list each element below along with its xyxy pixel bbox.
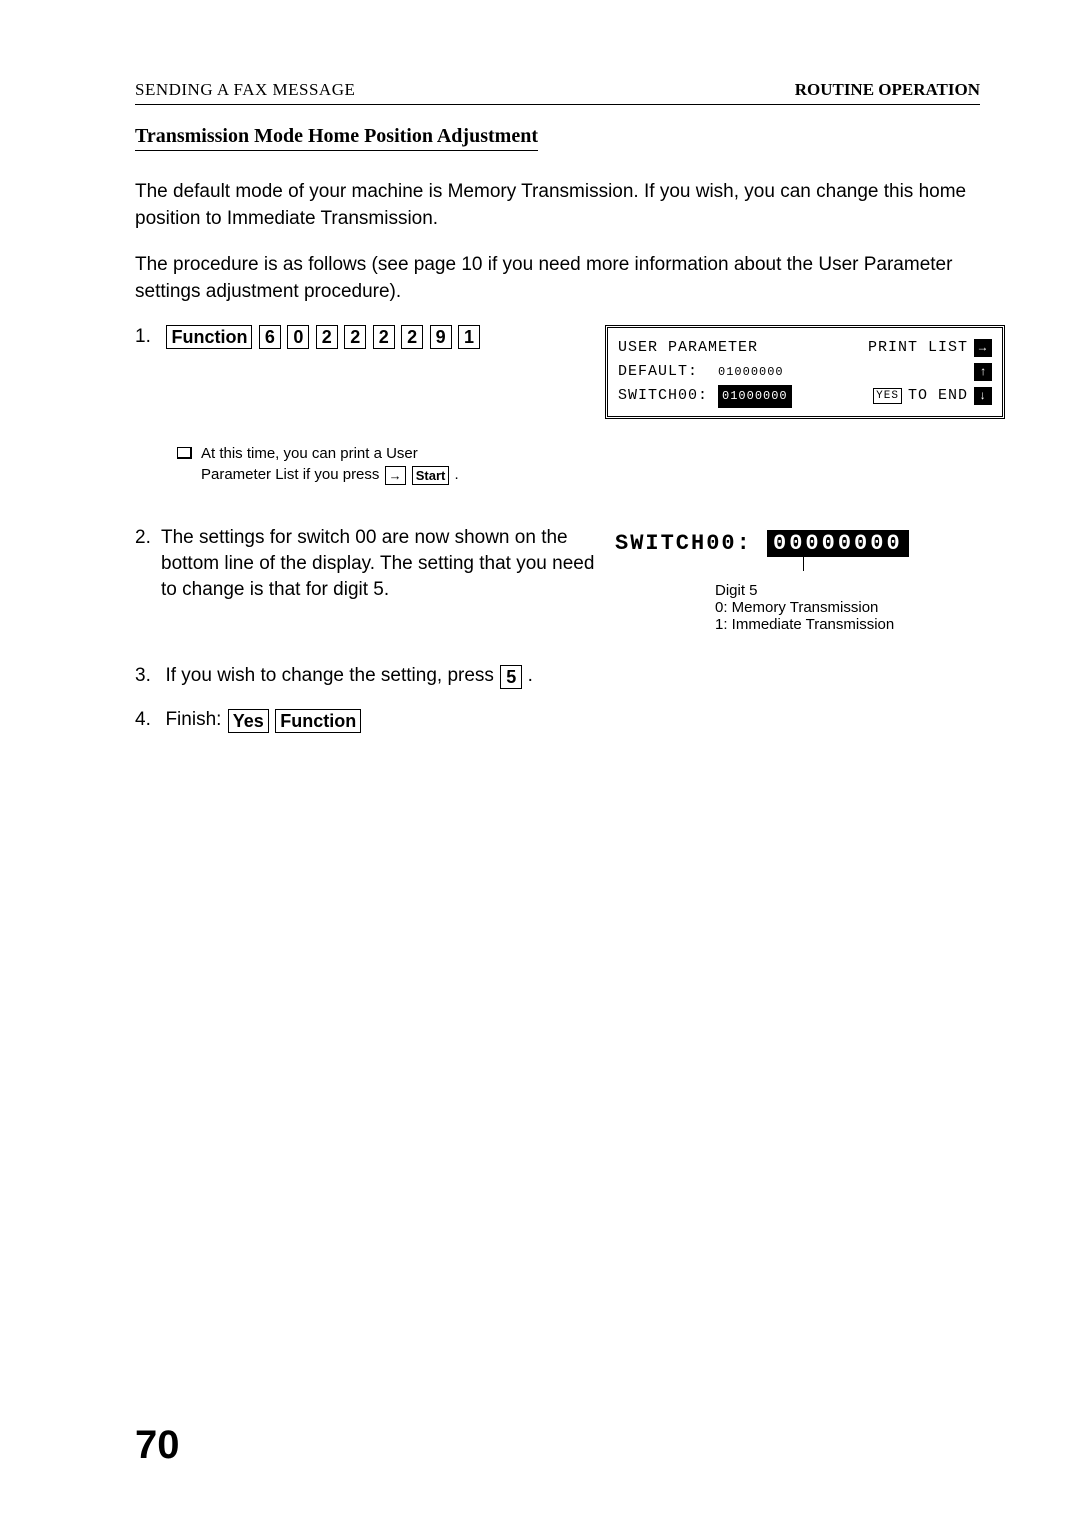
lcd-panel: USER PARAMETER PRINT LIST → DEFAULT: 010… <box>605 325 1005 419</box>
key-6: 6 <box>259 325 281 349</box>
step-1-row: 1. Function 6 0 2 2 2 2 9 1 USER PARAMET… <box>135 325 980 419</box>
page-number: 70 <box>135 1423 180 1468</box>
lcd-r2-left: DEFAULT: <box>618 360 698 384</box>
step-3-row: 3. If you wish to change the setting, pr… <box>135 663 980 689</box>
step-4-row: 4. Finish: Yes Function <box>135 707 980 733</box>
note-text: At this time, you can print a User Param… <box>201 443 459 485</box>
step-1-keys: Function 6 0 2 2 2 2 9 1 <box>165 329 481 346</box>
arrow-right-icon: → <box>974 339 992 357</box>
step-2-num: 2. <box>135 525 161 551</box>
key-yes: Yes <box>228 709 269 733</box>
key-2b: 2 <box>344 325 366 349</box>
digit-opt1: 1: Immediate Transmission <box>715 616 894 633</box>
step-4-content: 4. Finish: Yes Function <box>135 707 362 733</box>
arrow-down-icon: ↓ <box>974 387 992 405</box>
lcd-yes-key: YES <box>873 388 902 404</box>
lcd-row-1: USER PARAMETER PRINT LIST → <box>618 336 992 360</box>
key-2a: 2 <box>316 325 338 349</box>
arrow-key-icon: → <box>385 466 406 485</box>
paragraph-1: The default mode of your machine is Memo… <box>135 179 980 232</box>
switch-label: SWITCH00: <box>615 531 752 556</box>
switch-display: SWITCH00: 00000000 <box>615 531 980 556</box>
lcd-r1-text: PRINT LIST <box>868 336 968 360</box>
key-function: Function <box>166 325 252 349</box>
key-function-2: Function <box>275 709 361 733</box>
digit-tick-line <box>615 556 980 574</box>
step-2-text: The settings for switch 00 are now shown… <box>161 525 605 602</box>
step-2-text-wrap: 2. The settings for switch 00 are now sh… <box>135 525 605 602</box>
step-1-note: At this time, you can print a User Param… <box>177 443 980 485</box>
note-line1: At this time, you can print a User <box>201 445 418 462</box>
note-line2-dot: . <box>455 466 459 483</box>
step-3-text-a: If you wish to change the setting, press <box>165 665 499 686</box>
steps: 1. Function 6 0 2 2 2 2 9 1 USER PARAMET… <box>135 325 980 733</box>
key-9: 9 <box>430 325 452 349</box>
paragraph-2: The procedure is as follows (see page 10… <box>135 252 980 305</box>
header-right: ROUTINE OPERATION <box>795 80 980 100</box>
key-1: 1 <box>458 325 480 349</box>
section-title: Transmission Mode Home Position Adjustme… <box>135 125 538 151</box>
step-4-num: 4. <box>135 709 161 731</box>
lcd-r1-right: PRINT LIST → <box>868 336 992 360</box>
lcd-row-3: SWITCH00: 01000000 YES TO END ↓ <box>618 384 992 408</box>
lcd-r3-text: TO END <box>908 384 968 408</box>
lcd-r3-mid: 01000000 <box>718 385 792 408</box>
step-3-num: 3. <box>135 665 161 687</box>
key-0: 0 <box>287 325 309 349</box>
lcd-r2-mid: 01000000 <box>718 363 784 382</box>
lcd-r3-left: SWITCH00: <box>618 384 708 408</box>
key-5: 5 <box>500 665 522 689</box>
key-2d: 2 <box>401 325 423 349</box>
key-2c: 2 <box>373 325 395 349</box>
digit-label: Digit 5 <box>715 582 758 599</box>
page-header: SENDING A FAX MESSAGE ROUTINE OPERATION <box>135 80 980 105</box>
switch-value: 00000000 <box>767 530 909 557</box>
start-key: Start <box>412 466 450 485</box>
lcd-row-2: DEFAULT: 01000000 ↑ <box>618 360 992 384</box>
step-1-left: 1. Function 6 0 2 2 2 2 9 1 <box>135 325 605 349</box>
step-4-text: Finish: <box>165 709 226 730</box>
step-2-row: 2. The settings for switch 00 are now sh… <box>135 525 980 633</box>
digit-opt0: 0: Memory Transmission <box>715 599 878 616</box>
step-2-right: SWITCH00: 00000000 Digit 5 0: Memory Tra… <box>605 525 980 633</box>
note-bullet-icon <box>177 447 191 458</box>
step-2-left: 2. The settings for switch 00 are now sh… <box>135 525 605 602</box>
step-1-num: 1. <box>135 326 161 348</box>
arrow-up-icon: ↑ <box>974 363 992 381</box>
note-line2a: Parameter List if you press <box>201 466 384 483</box>
lcd-r3-right: YES TO END ↓ <box>873 384 992 408</box>
step-3-text-b: . <box>528 665 533 686</box>
lcd-r1-left: USER PARAMETER <box>618 336 758 360</box>
header-left: SENDING A FAX MESSAGE <box>135 80 355 100</box>
step-3-content: 3. If you wish to change the setting, pr… <box>135 663 533 689</box>
step-1-right: USER PARAMETER PRINT LIST → DEFAULT: 010… <box>605 325 1005 419</box>
digit-annotation: Digit 5 0: Memory Transmission 1: Immedi… <box>715 582 980 633</box>
